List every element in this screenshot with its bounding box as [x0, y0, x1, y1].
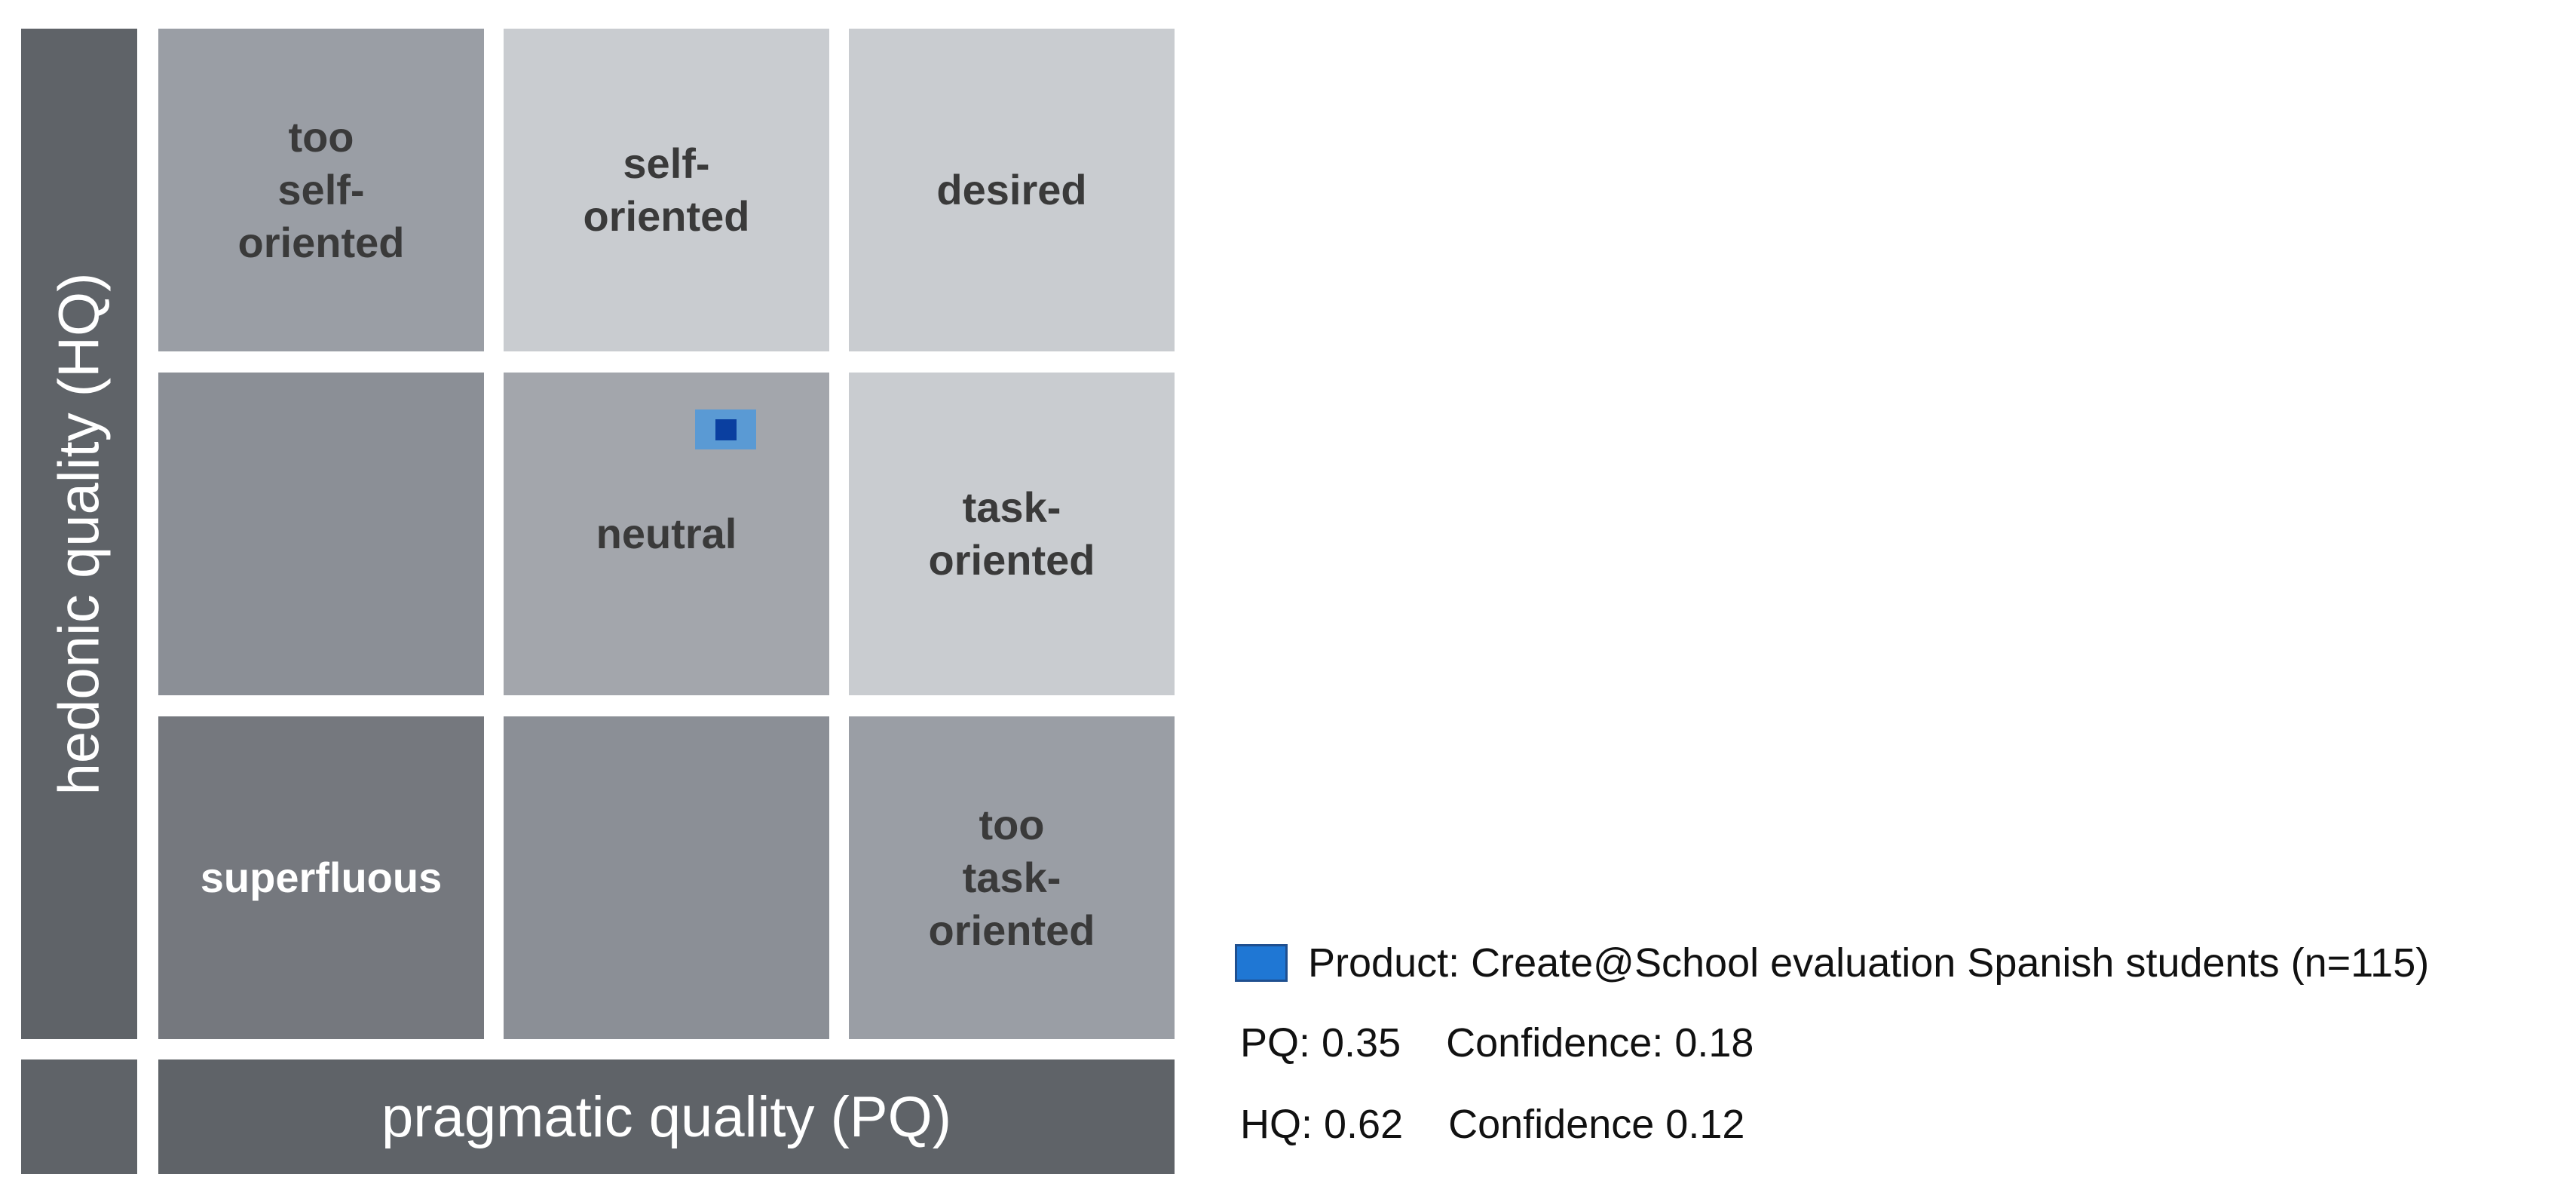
legend-pq: PQ: 0.35 Confidence: 0.18 [1240, 1020, 1754, 1066]
region-cell: superfluous [158, 716, 484, 1039]
x-axis-label: pragmatic quality (PQ) [381, 1084, 952, 1149]
region-cell [158, 373, 484, 695]
region-cell: task- oriented [849, 373, 1175, 695]
region-cell: too self- oriented [158, 29, 484, 351]
y-axis-bar: hedonic quality (HQ) [21, 29, 137, 1039]
x-axis-bar: pragmatic quality (PQ) [158, 1059, 1175, 1174]
legend-product: Product: Create@School evaluation Spanis… [1308, 940, 2430, 986]
corner-block [21, 1059, 137, 1174]
legend-hq: HQ: 0.62 Confidence 0.12 [1240, 1102, 1745, 1147]
product-point [715, 419, 737, 440]
region-cell: neutral [504, 373, 829, 695]
region-cell: self- oriented [504, 29, 829, 351]
region-cell: desired [849, 29, 1175, 351]
region-cell [504, 716, 829, 1039]
y-axis-label: hedonic quality (HQ) [47, 272, 112, 796]
region-cell: too task- oriented [849, 716, 1175, 1039]
legend-swatch [1235, 944, 1288, 982]
